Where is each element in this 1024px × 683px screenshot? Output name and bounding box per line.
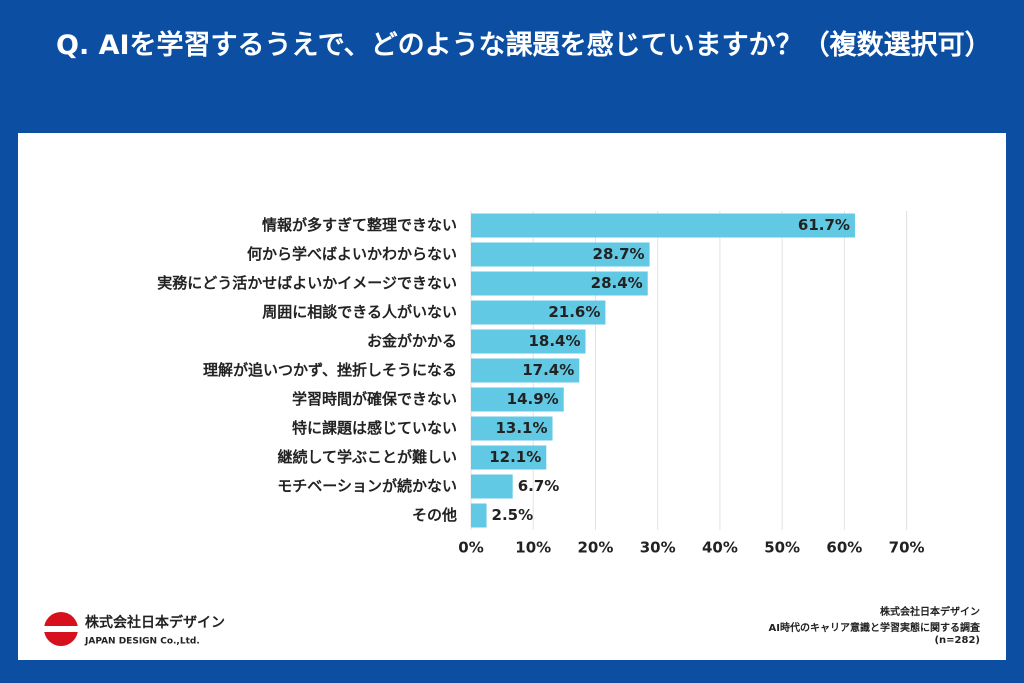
x-tick-label: 40% (702, 539, 738, 557)
y-tick-label: 周囲に相談できる人がいない (262, 303, 457, 321)
y-tick-label: 学習時間が確保できない (292, 390, 457, 408)
value-label: 61.7% (798, 216, 850, 234)
bar (471, 474, 513, 499)
x-tick-label: 10% (515, 539, 551, 557)
y-tick-label: お金がかかる (367, 332, 457, 350)
logo: 株式会社日本デザイン JAPAN DESIGN Co.,Ltd. (44, 612, 225, 647)
bar (471, 300, 606, 325)
value-label: 14.9% (507, 390, 559, 408)
logo-name-en: JAPAN DESIGN Co.,Ltd. (84, 637, 200, 647)
source: AI時代のキャリア意識と学習実態に関する調査 (768, 623, 980, 634)
bar (471, 416, 553, 441)
chart-title: Q. AIを学習するうえで、どのような課題を感じていますか？（複数選択可） (56, 30, 992, 61)
bar (471, 329, 586, 354)
bar (471, 242, 650, 267)
value-label: 2.5% (492, 506, 534, 524)
x-tick-label: 50% (764, 539, 800, 557)
bar (471, 271, 648, 296)
y-tick-label: 理解が追いつかず、挫折しそうになる (203, 361, 457, 379)
y-tick-label: モチベーションが続かない (277, 477, 457, 495)
value-label: 28.4% (591, 274, 643, 292)
x-tick-label: 20% (578, 539, 614, 557)
value-label: 18.4% (528, 332, 580, 350)
y-tick-label: 何から学べばよいかわからない (247, 245, 457, 263)
y-tick-label: 実務にどう活かせばよいかイメージできない (157, 274, 457, 292)
x-tick-label: 0% (458, 539, 483, 557)
value-label: 12.1% (489, 448, 541, 466)
value-label: 28.7% (593, 245, 645, 263)
x-tick-label: 60% (826, 539, 862, 557)
y-tick-label: 情報が多すぎて整理できない (262, 216, 457, 234)
value-label: 6.7% (518, 477, 560, 495)
bar (471, 213, 855, 238)
x-tick-label: 70% (889, 539, 925, 557)
chart: 株式会社日本デザイン JAPAN DESIGN Co.,Ltd. 0% 10% 20… (44, 211, 925, 647)
y-tick-label: 特に課題は感じていない (292, 419, 457, 437)
logo-name: 株式会社日本デザイン (85, 614, 225, 631)
bar (471, 445, 547, 470)
y-tick-label: 継続して学ぶことが難しい (277, 448, 457, 466)
x-tick-label: 30% (640, 539, 676, 557)
source: 株式会社日本デザイン (880, 607, 980, 618)
bar (471, 387, 564, 412)
y-tick-label: その他 (412, 506, 457, 524)
value-label: 13.1% (495, 419, 547, 437)
logo-band (44, 626, 78, 632)
bar (471, 503, 487, 528)
value-label: 21.6% (548, 303, 600, 321)
panel: 株式会社日本デザイン JAPAN DESIGN Co.,Ltd. 0% 10% 20… (18, 133, 1006, 660)
value-label: 17.4% (522, 361, 574, 379)
source: (n=282) (934, 635, 980, 646)
bar (471, 358, 580, 383)
